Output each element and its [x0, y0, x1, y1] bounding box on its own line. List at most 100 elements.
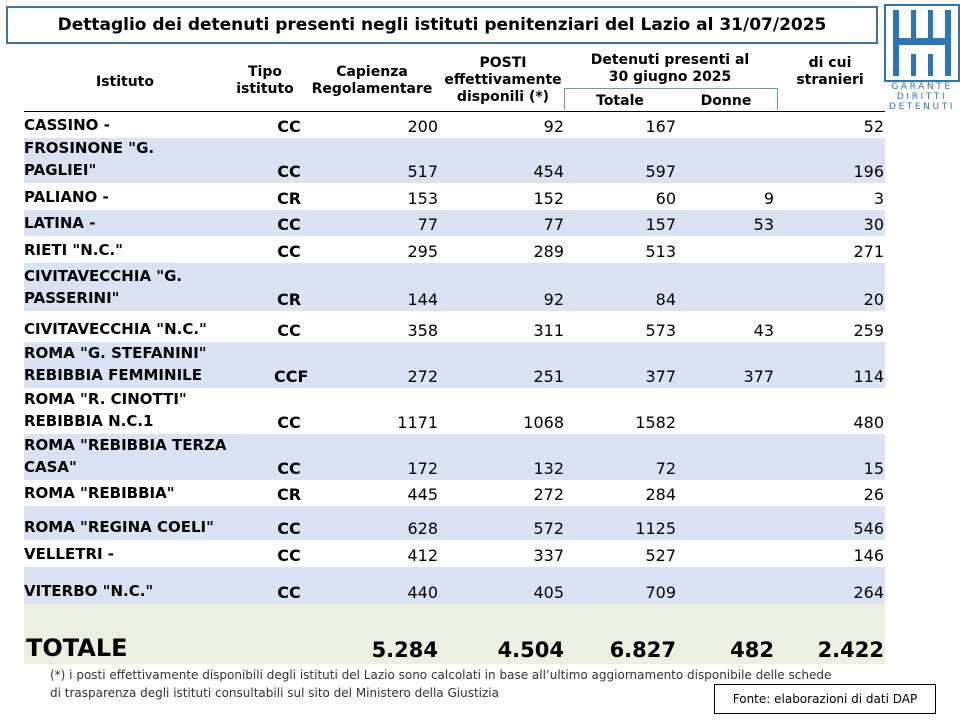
presenti-totale-value: 284 — [645, 485, 676, 504]
istituto-name-line: FROSINONE "G. — [24, 139, 155, 157]
table-row: LATINA - CC 77 77 157 53 30 — [24, 210, 885, 236]
total-stranieri: 2.422 — [817, 638, 884, 662]
istituto-name-line: CASSINO - — [24, 116, 110, 134]
tipo-istituto: CC — [277, 583, 301, 602]
tipo-istituto: CR — [276, 485, 302, 504]
istituto-name-line: CASA" — [24, 458, 77, 476]
capienza-value: 1171 — [397, 413, 438, 432]
capienza-value: 445 — [407, 485, 438, 504]
istituto-name-line: PASSERINI" — [24, 289, 120, 307]
tipo-istituto: CC — [277, 215, 301, 234]
istituto-name-line: PALIANO - — [24, 188, 109, 206]
table-row: FROSINONE "G. PAGLIEI" CC 517 454 597 196 — [24, 138, 885, 183]
header-subrule — [564, 88, 778, 89]
istituto-name-line: VITERBO "N.C." — [24, 582, 154, 600]
posti-value: 272 — [533, 485, 564, 504]
header-posti: POSTI effettivamente disponili (*) — [438, 55, 568, 106]
istituto-name: CIVITAVECCHIA "G. PASSERINI" — [24, 265, 264, 309]
presenti-totale-value: 573 — [645, 321, 676, 340]
tipo-istituto: CC — [277, 519, 301, 538]
stranieri-value: 264 — [853, 583, 884, 602]
posti-value: 454 — [533, 162, 564, 181]
header-donne: Donne — [700, 93, 752, 109]
source-box: Fonte: elaborazioni di dati DAP — [714, 684, 936, 714]
table-row: CASSINO - CC 200 92 167 52 — [24, 114, 885, 138]
istituto-name-line: VELLETRI - — [24, 545, 115, 563]
tipo-istituto: CC — [277, 546, 301, 565]
capienza-value: 153 — [407, 189, 438, 208]
logo-text-garante: GARANTE — [891, 82, 953, 92]
istituto-name: CIVITAVECCHIA "N.C." — [24, 318, 264, 340]
posti-value: 289 — [533, 242, 564, 261]
table-row: RIETI "N.C." CC 295 289 513 271 — [24, 236, 885, 263]
capienza-value: 295 — [407, 242, 438, 261]
header-posti-line2: effettivamente — [444, 72, 562, 88]
capienza-value: 200 — [407, 117, 438, 136]
tipo-istituto: CC — [277, 459, 301, 478]
total-donne: 482 — [730, 638, 774, 662]
table-row: ROMA "G. STEFANINI" REBIBBIA FEMMINILE CCF… — [24, 342, 885, 388]
istituto-name: LATINA - — [24, 212, 264, 234]
capienza-value: 358 — [407, 321, 438, 340]
istituto-name-line: ROMA "REGINA COELI" — [24, 518, 214, 536]
istituto-name: RIETI "N.C." — [24, 239, 264, 261]
posti-value: 92 — [543, 290, 564, 309]
header-capienza: Capienza Regolamentare — [304, 64, 440, 98]
istituto-name-line: ROMA "G. STEFANINI" — [24, 344, 207, 362]
garante-emblem-icon — [884, 4, 960, 82]
istituto-name-line: PAGLIEI" — [24, 161, 97, 179]
total-posti: 4.504 — [497, 638, 564, 662]
stranieri-value: 196 — [853, 162, 884, 181]
stranieri-value: 271 — [853, 242, 884, 261]
presenti-totale-value: 167 — [645, 117, 676, 136]
posti-value: 572 — [533, 519, 564, 538]
presenti-totale-value: 157 — [645, 215, 676, 234]
capienza-value: 412 — [407, 546, 438, 565]
capienza-value: 628 — [407, 519, 438, 538]
presenti-totale-value: 377 — [645, 367, 676, 386]
tipo-istituto: CC — [277, 242, 301, 261]
posti-value: 77 — [543, 215, 564, 234]
istituto-name: VITERBO "N.C." — [24, 580, 264, 602]
presenti-donne-value: 43 — [753, 321, 774, 340]
tipo-istituto: CR — [276, 189, 302, 208]
presenti-donne-value: 377 — [743, 367, 774, 386]
posti-value: 132 — [533, 459, 564, 478]
stranieri-value: 146 — [853, 546, 884, 565]
istituto-name: ROMA "G. STEFANINI" REBIBBIA FEMMINILE — [24, 342, 264, 386]
istituto-name: FROSINONE "G. PAGLIEI" — [24, 137, 264, 181]
presenti-totale-value: 597 — [645, 162, 676, 181]
header-stranieri-line2: stranieri — [796, 72, 864, 88]
header-rule — [24, 111, 885, 112]
header-tipo-line1: Tipo — [248, 64, 282, 80]
capienza-value: 440 — [407, 583, 438, 602]
total-label: TOTALE — [26, 634, 128, 662]
header-subrule-right — [777, 88, 778, 110]
tipo-istituto: CC — [277, 117, 301, 136]
garante-logo: GARANTE DIRITTI DETENUTI — [884, 4, 960, 112]
logo-text-detenuti: DETENUTI — [888, 102, 956, 112]
header-posti-line1: POSTI — [479, 55, 527, 71]
istituto-name-line: CIVITAVECCHIA "G. — [24, 267, 183, 285]
stranieri-value: 3 — [873, 189, 884, 208]
istituto-name: VELLETRI - — [24, 543, 264, 565]
istituto-name: ROMA "REBIBBIA" — [24, 482, 264, 504]
header-tipo: Tipo istituto — [230, 64, 300, 98]
istituto-name: ROMA "REBIBBIA TERZA CASA" — [24, 434, 264, 478]
tipo-istituto: CR — [276, 290, 302, 309]
tipo-istituto: CC — [277, 162, 301, 181]
header-posti-line3: disponili (*) — [456, 89, 550, 105]
istituto-name-line: ROMA "REBIBBIA" — [24, 484, 175, 502]
istituto-name-line: REBIBBIA N.C.1 — [24, 412, 154, 430]
footnote-line1: (*) i posti effettivamente disponibili d… — [50, 668, 832, 682]
presenti-totale-value: 527 — [645, 546, 676, 565]
table-row: ROMA "REBIBBIA TERZA CASA" CC 172 132 72 15 — [24, 434, 885, 480]
capienza-value: 77 — [417, 215, 438, 234]
istituto-name: ROMA "R. CINOTTI" REBIBBIA N.C.1 — [24, 388, 264, 432]
istituto-name-line: ROMA "REBIBBIA TERZA — [24, 436, 227, 454]
table-row: ROMA "REBIBBIA" CR 445 272 284 26 — [24, 480, 885, 506]
stranieri-value: 30 — [863, 215, 884, 234]
posti-value: 1068 — [523, 413, 564, 432]
stranieri-value: 15 — [863, 459, 884, 478]
table-row: CIVITAVECCHIA "N.C." CC 358 311 573 43 259 — [24, 311, 885, 342]
